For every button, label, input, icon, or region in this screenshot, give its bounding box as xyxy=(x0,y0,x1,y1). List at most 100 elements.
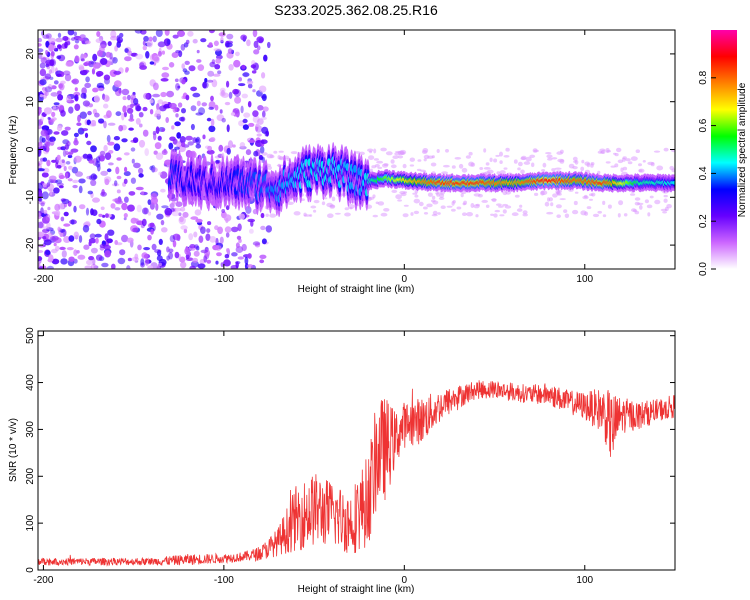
noise-speckle xyxy=(50,118,55,123)
noise-speckle xyxy=(184,60,190,65)
halo-speckle xyxy=(465,155,471,159)
noise-speckle xyxy=(148,36,153,42)
noise-speckle xyxy=(157,50,162,57)
noise-speckle xyxy=(135,118,141,125)
y-tick-label: 100 xyxy=(25,514,36,531)
noise-speckle xyxy=(131,158,135,164)
noise-speckle xyxy=(188,65,196,72)
halo-speckle xyxy=(372,214,378,218)
noise-speckle xyxy=(196,59,202,63)
halo-speckle xyxy=(547,197,550,202)
halo-speckle xyxy=(367,148,374,152)
halo-speckle xyxy=(523,161,531,165)
noise-speckle xyxy=(160,171,168,179)
halo-speckle xyxy=(489,157,493,162)
noise-speckle xyxy=(59,232,64,237)
noise-speckle xyxy=(84,265,93,269)
noise-speckle xyxy=(228,64,234,71)
noise-speckle xyxy=(82,69,90,74)
noise-speckle xyxy=(154,249,162,254)
noise-speckle xyxy=(132,137,139,144)
halo-speckle xyxy=(547,157,553,161)
halo-speckle xyxy=(564,213,570,219)
halo-speckle xyxy=(622,156,627,160)
noise-speckle xyxy=(158,238,163,245)
noise-speckle xyxy=(127,50,133,56)
spectrogram-y-ticks: -20 -10 0 10 20 xyxy=(25,48,675,252)
noise-speckle xyxy=(84,82,92,89)
noise-speckle xyxy=(56,73,62,78)
halo-speckle xyxy=(483,148,487,153)
noise-speckle xyxy=(216,252,222,257)
noise-speckle xyxy=(234,96,242,104)
halo-speckle xyxy=(468,151,473,156)
halo-speckle xyxy=(423,206,428,210)
noise-speckle xyxy=(56,55,62,60)
snr-frame xyxy=(37,330,676,571)
noise-speckle xyxy=(38,221,44,229)
noise-speckle xyxy=(178,116,185,122)
noise-speckle xyxy=(91,209,98,216)
noise-speckle xyxy=(38,250,44,253)
halo-speckle xyxy=(326,202,333,208)
noise-speckle xyxy=(130,147,136,152)
noise-speckle xyxy=(47,116,51,120)
halo-speckle xyxy=(481,199,489,203)
noise-speckle xyxy=(82,53,87,59)
halo-speckle xyxy=(462,202,466,206)
noise-speckle xyxy=(74,95,78,101)
noise-speckle xyxy=(104,213,109,219)
halo-speckle xyxy=(437,212,441,215)
halo-speckle xyxy=(456,206,462,210)
noise-speckle xyxy=(142,106,148,112)
noise-speckle xyxy=(190,105,197,112)
noise-speckle xyxy=(82,153,89,159)
halo-speckle xyxy=(502,209,507,214)
noise-speckle xyxy=(119,249,126,256)
noise-speckle xyxy=(221,117,226,123)
noise-speckle xyxy=(190,216,199,220)
noise-speckle xyxy=(97,87,105,92)
noise-speckle xyxy=(220,262,224,267)
noise-speckle xyxy=(151,167,158,173)
noise-speckle xyxy=(39,265,44,269)
noise-speckle xyxy=(50,92,59,97)
noise-speckle xyxy=(100,191,107,197)
halo-speckle xyxy=(499,214,505,217)
noise-speckle xyxy=(103,94,110,103)
noise-speckle xyxy=(210,95,214,102)
noise-speckle xyxy=(99,44,107,49)
noise-speckle xyxy=(155,109,162,117)
noise-speckle xyxy=(107,229,115,236)
halo-speckle xyxy=(602,200,606,205)
noise-speckle xyxy=(53,102,60,106)
halo-speckle xyxy=(592,213,600,218)
noise-speckle xyxy=(238,213,245,220)
halo-speckle xyxy=(580,166,585,172)
noise-speckle xyxy=(113,70,122,75)
halo-speckle xyxy=(446,205,453,208)
noise-speckle xyxy=(187,141,194,146)
noise-speckle xyxy=(50,51,55,57)
noise-speckle xyxy=(224,254,230,259)
noise-speckle xyxy=(207,70,215,77)
halo-speckle xyxy=(303,212,307,217)
noise-speckle xyxy=(64,73,72,82)
halo-speckle xyxy=(461,191,467,194)
noise-speckle xyxy=(38,191,43,198)
noise-speckle xyxy=(232,144,236,148)
noise-speckle xyxy=(93,62,97,71)
halo-speckle xyxy=(607,204,612,209)
noise-speckle xyxy=(106,238,113,244)
noise-speckle xyxy=(72,179,79,184)
noise-speckle xyxy=(181,142,186,148)
noise-speckle xyxy=(81,128,89,132)
halo-speckle xyxy=(485,162,490,166)
noise-speckle xyxy=(51,159,57,163)
noise-speckle xyxy=(73,31,78,37)
noise-speckle xyxy=(126,107,134,114)
noise-speckle xyxy=(113,143,121,151)
noise-speckle xyxy=(130,217,138,224)
noise-speckle xyxy=(112,57,118,64)
noise-speckle xyxy=(85,40,91,45)
